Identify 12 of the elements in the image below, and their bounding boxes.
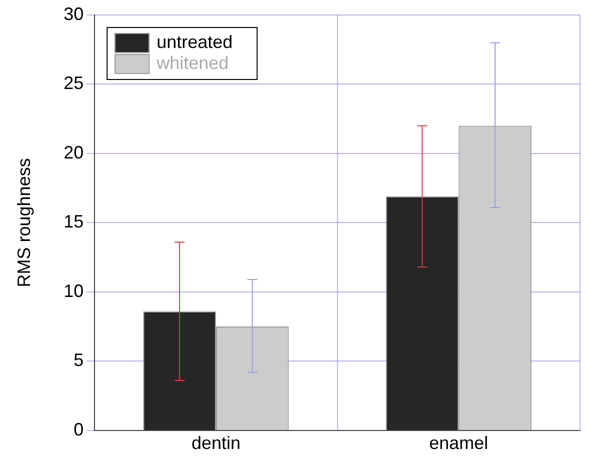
- x-tick-label: enamel: [429, 433, 488, 454]
- y-tick-label: 30: [64, 4, 84, 24]
- legend-label: untreated: [156, 32, 233, 52]
- y-tick-label: 0: [74, 419, 84, 440]
- y-tick-label: 15: [64, 212, 84, 232]
- y-tick-label: 10: [64, 280, 84, 301]
- legend-label: whitened: [156, 52, 229, 73]
- y-axis-title: RMS roughness: [14, 158, 34, 288]
- y-tick-label: 20: [64, 142, 84, 162]
- y-tick-label: 25: [64, 73, 84, 94]
- x-tick-label: dentin: [191, 433, 240, 454]
- y-tick-label: 5: [74, 350, 84, 370]
